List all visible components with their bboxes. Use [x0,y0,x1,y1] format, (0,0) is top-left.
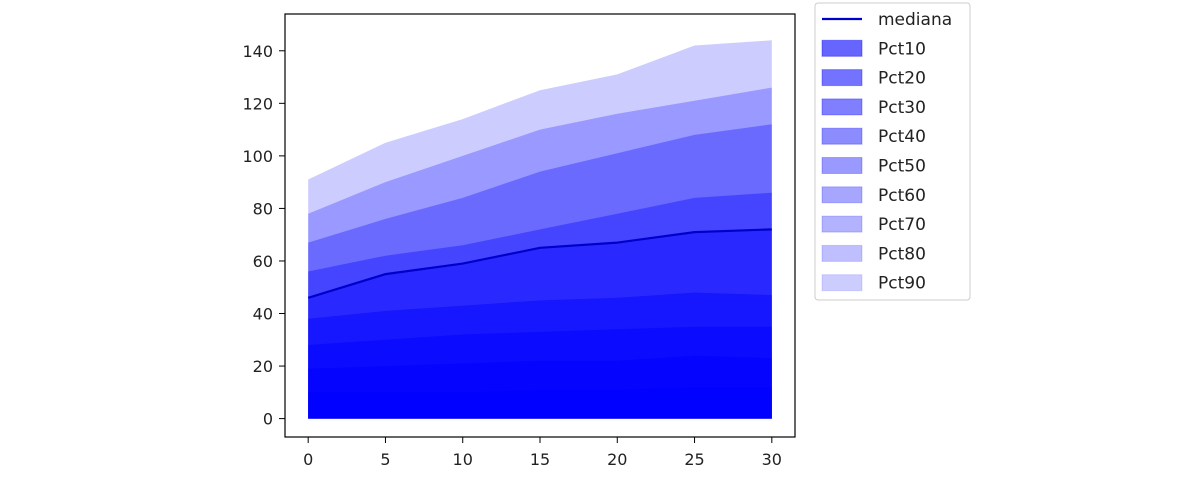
x-tick-label: 10 [453,450,473,469]
legend-swatch-pct60 [821,186,863,204]
x-tick-label: 15 [530,450,550,469]
legend-label-pct60: Pct60 [878,186,926,206]
legend-swatch-pct80 [821,244,863,262]
x-axis: 0 5 10 15 20 25 30 [303,437,782,469]
legend-swatch-pct50 [821,157,863,174]
y-tick-label: 40 [253,305,273,324]
y-tick-label: 0 [263,410,273,429]
y-axis: 0 20 40 60 80 100 120 140 [242,42,285,429]
legend[interactable]: mediana Pct10 Pct20 Pct30 Pct40 Pct50 Pct60 Pct… [814,2,971,301]
legend-label-mediana: mediana [878,10,952,30]
legend-label-pct80: Pct80 [878,244,926,264]
x-tick-label: 5 [380,450,390,469]
x-tick-label: 25 [684,450,704,469]
band-pct10 [308,387,772,419]
median-layer [307,228,772,299]
x-tick-label: 30 [762,450,782,469]
legend-swatch-pct30 [821,98,863,116]
legend-label-pct10: Pct10 [878,39,926,59]
median-line [307,228,772,299]
x-tick-label: 0 [303,450,313,469]
y-tick-label: 120 [242,94,273,113]
legend-swatch-pct20 [821,69,863,87]
y-tick-label: 140 [242,42,273,61]
band-pct90 [308,40,772,419]
legend-label-pct30: Pct30 [878,98,926,118]
legend-swatch-pct10 [821,39,863,57]
x-tick-label: 20 [607,450,627,469]
legend-label-pct20: Pct20 [878,69,926,89]
legend-label-pct70: Pct70 [878,215,926,235]
legend-label-pct90: Pct90 [878,274,926,294]
legend-swatch-pct40 [821,127,863,145]
y-tick-label: 100 [242,147,273,166]
legend-swatch-pct90 [821,274,863,292]
y-tick-label: 20 [253,357,273,376]
y-tick-label: 60 [253,252,273,271]
bands-layer [308,40,772,419]
legend-label-pct40: Pct40 [878,127,926,147]
y-tick-label: 80 [253,199,273,218]
legend-label-pct50: Pct50 [878,157,926,177]
legend-swatch-pct70 [821,215,863,233]
